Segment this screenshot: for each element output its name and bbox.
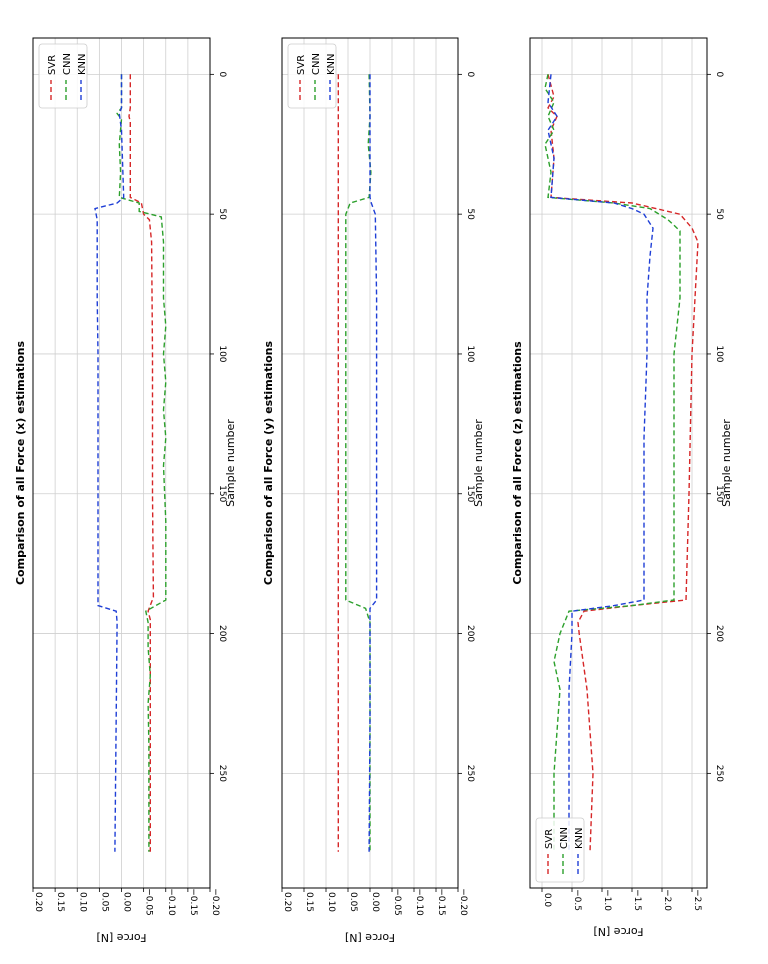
x-tick-label: 0 (217, 71, 227, 77)
chart-panel-2: 0 50 100 150 200 250 0.20 0.15 0.10 0.05 0.00 −0.05… (262, 37, 485, 944)
series-line-cnn (345, 74, 372, 852)
legend: SVR CNN KNN (38, 43, 88, 109)
x-tick-label: 50 (465, 208, 475, 220)
y-tick-label: 0.05 (99, 892, 109, 912)
y-tick-label: 0.00 (370, 892, 380, 912)
y-tick-label: −1.5 (632, 889, 642, 911)
y-tick-label: 0.15 (55, 892, 65, 912)
series-line-knn (368, 74, 378, 852)
chart-title: Comparison of all Force (x) estimations (14, 341, 27, 585)
series-line-cnn (116, 74, 167, 852)
y-tick-label: −0.10 (166, 888, 176, 916)
y-tick-label: −1.0 (602, 889, 612, 911)
x-tick-label: 250 (465, 765, 475, 782)
x-tick-label: 150 (465, 485, 475, 502)
y-axis-label: Force [N] (96, 931, 146, 944)
y-tick-label: 0.15 (304, 892, 314, 912)
series-line-svr (547, 74, 699, 852)
x-tick-label: 0 (714, 71, 724, 77)
y-tick-label: 0.20 (282, 892, 292, 912)
y-tick-label: −0.20 (458, 888, 468, 916)
chart-title: Comparison of all Force (z) estimations (511, 341, 524, 585)
y-tick-label: −2.5 (692, 889, 702, 911)
y-tick-label: −0.10 (414, 888, 424, 916)
y-tick-label: −0.15 (188, 888, 198, 916)
y-axis-label: Force [N] (345, 931, 395, 944)
series-line-cnn (544, 74, 681, 852)
y-tick-label: 0.0 (542, 893, 552, 908)
chart-panel-1: 0 50 100 150 200 250 0.20 0.15 0.10 0.05 0.00 −0.05… (14, 37, 237, 944)
chart-title: Comparison of all Force (y) estimations (262, 340, 275, 585)
series-line-knn (547, 74, 654, 852)
legend-label-knn: KNN (77, 53, 88, 75)
legend-label-cnn: CNN (559, 827, 570, 849)
series-line-svr (128, 74, 155, 852)
x-tick-label: 150 (217, 485, 227, 502)
y-tick-label: −0.05 (144, 888, 154, 916)
y-tick-label: −0.15 (436, 888, 446, 916)
x-tick-label: 250 (714, 765, 724, 782)
legend-label-knn: KNN (574, 827, 585, 849)
x-tick-label: 50 (714, 208, 724, 220)
y-axis-label: Force [N] (593, 925, 643, 938)
x-tick-label: 200 (714, 625, 724, 642)
y-tick-label: −0.5 (572, 889, 582, 911)
x-axis-label: Sample number (472, 419, 485, 507)
x-tick-label: 100 (714, 345, 724, 362)
x-tick-label: 200 (465, 625, 475, 642)
legend-label-cnn: CNN (62, 53, 73, 75)
y-tick-label: 0.20 (33, 892, 43, 912)
y-tick-label: 0.00 (122, 892, 132, 912)
x-tick-label: 0 (465, 71, 475, 77)
legend-label-cnn: CNN (311, 53, 322, 75)
x-tick-label: 250 (217, 765, 227, 782)
plot-frame (529, 37, 708, 889)
x-axis-label: Sample number (224, 419, 237, 507)
y-tick-label: −0.20 (210, 888, 220, 916)
x-tick-label: 50 (217, 208, 227, 220)
y-tick-label: 0.10 (326, 892, 336, 912)
x-tick-label: 200 (217, 625, 227, 642)
legend: SVR CNN KNN (535, 817, 585, 883)
legend-label-svr: SVR (47, 55, 58, 75)
legend-label-knn: KNN (326, 53, 337, 75)
y-tick-label: 0.10 (77, 892, 87, 912)
y-tick-label: −2.0 (662, 889, 672, 911)
legend: SVR CNN KNN (287, 43, 337, 109)
x-tick-label: 150 (714, 485, 724, 502)
x-tick-label: 100 (465, 345, 475, 362)
legend-label-svr: SVR (544, 829, 555, 849)
y-tick-label: −0.05 (392, 888, 402, 916)
x-axis-label: Sample number (720, 419, 733, 507)
y-tick-label: 0.05 (348, 892, 358, 912)
legend-label-svr: SVR (296, 55, 307, 75)
chart-panel-3: 0 50 100 150 200 250 0.0 −0.5 −1.0 −1.5 −2.0 −2.5 Co… (511, 37, 733, 938)
x-tick-label: 100 (217, 345, 227, 362)
